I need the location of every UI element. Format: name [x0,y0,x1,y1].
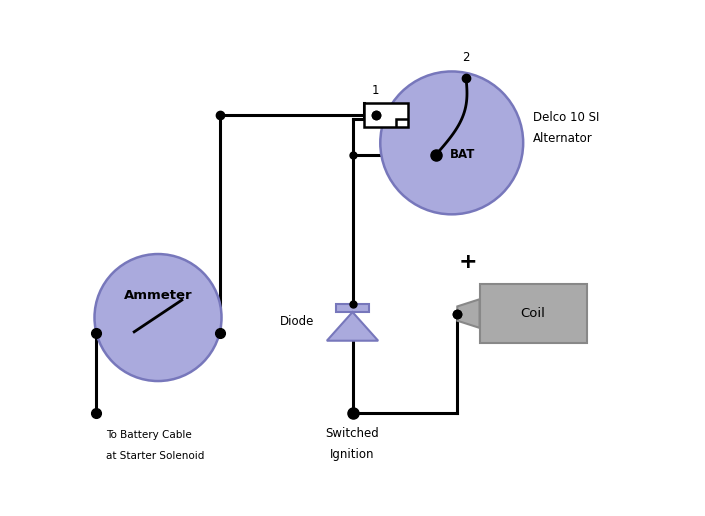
Text: Delco 10 SI: Delco 10 SI [533,111,599,124]
Circle shape [380,71,523,214]
Circle shape [94,254,221,381]
Text: Coil: Coil [521,307,546,320]
Text: at Starter Solenoid: at Starter Solenoid [106,451,204,461]
Text: BAT: BAT [450,148,475,162]
Text: Alternator: Alternator [533,133,592,146]
Bar [364,103,408,127]
Text: Switched: Switched [326,427,379,440]
Polygon shape [458,299,479,328]
Bar [336,304,369,312]
Text: Ignition: Ignition [330,448,375,461]
Text: To Battery Cable: To Battery Cable [106,430,191,440]
Text: Diode: Diode [280,315,314,328]
Text: +: + [459,252,478,271]
Bar [479,284,587,343]
Text: 2: 2 [462,51,470,63]
Text: 1: 1 [372,84,379,97]
Text: Ammeter: Ammeter [123,289,192,302]
Polygon shape [327,312,378,341]
